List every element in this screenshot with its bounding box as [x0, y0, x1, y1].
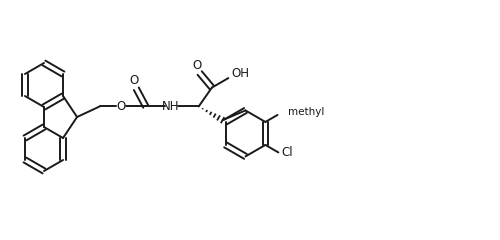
Text: O: O: [129, 74, 138, 87]
Text: O: O: [116, 100, 126, 113]
Text: Cl: Cl: [282, 146, 293, 159]
Text: OH: OH: [232, 66, 250, 80]
Text: methyl: methyl: [288, 108, 324, 117]
Text: O: O: [192, 59, 202, 72]
Text: NH: NH: [162, 100, 180, 113]
